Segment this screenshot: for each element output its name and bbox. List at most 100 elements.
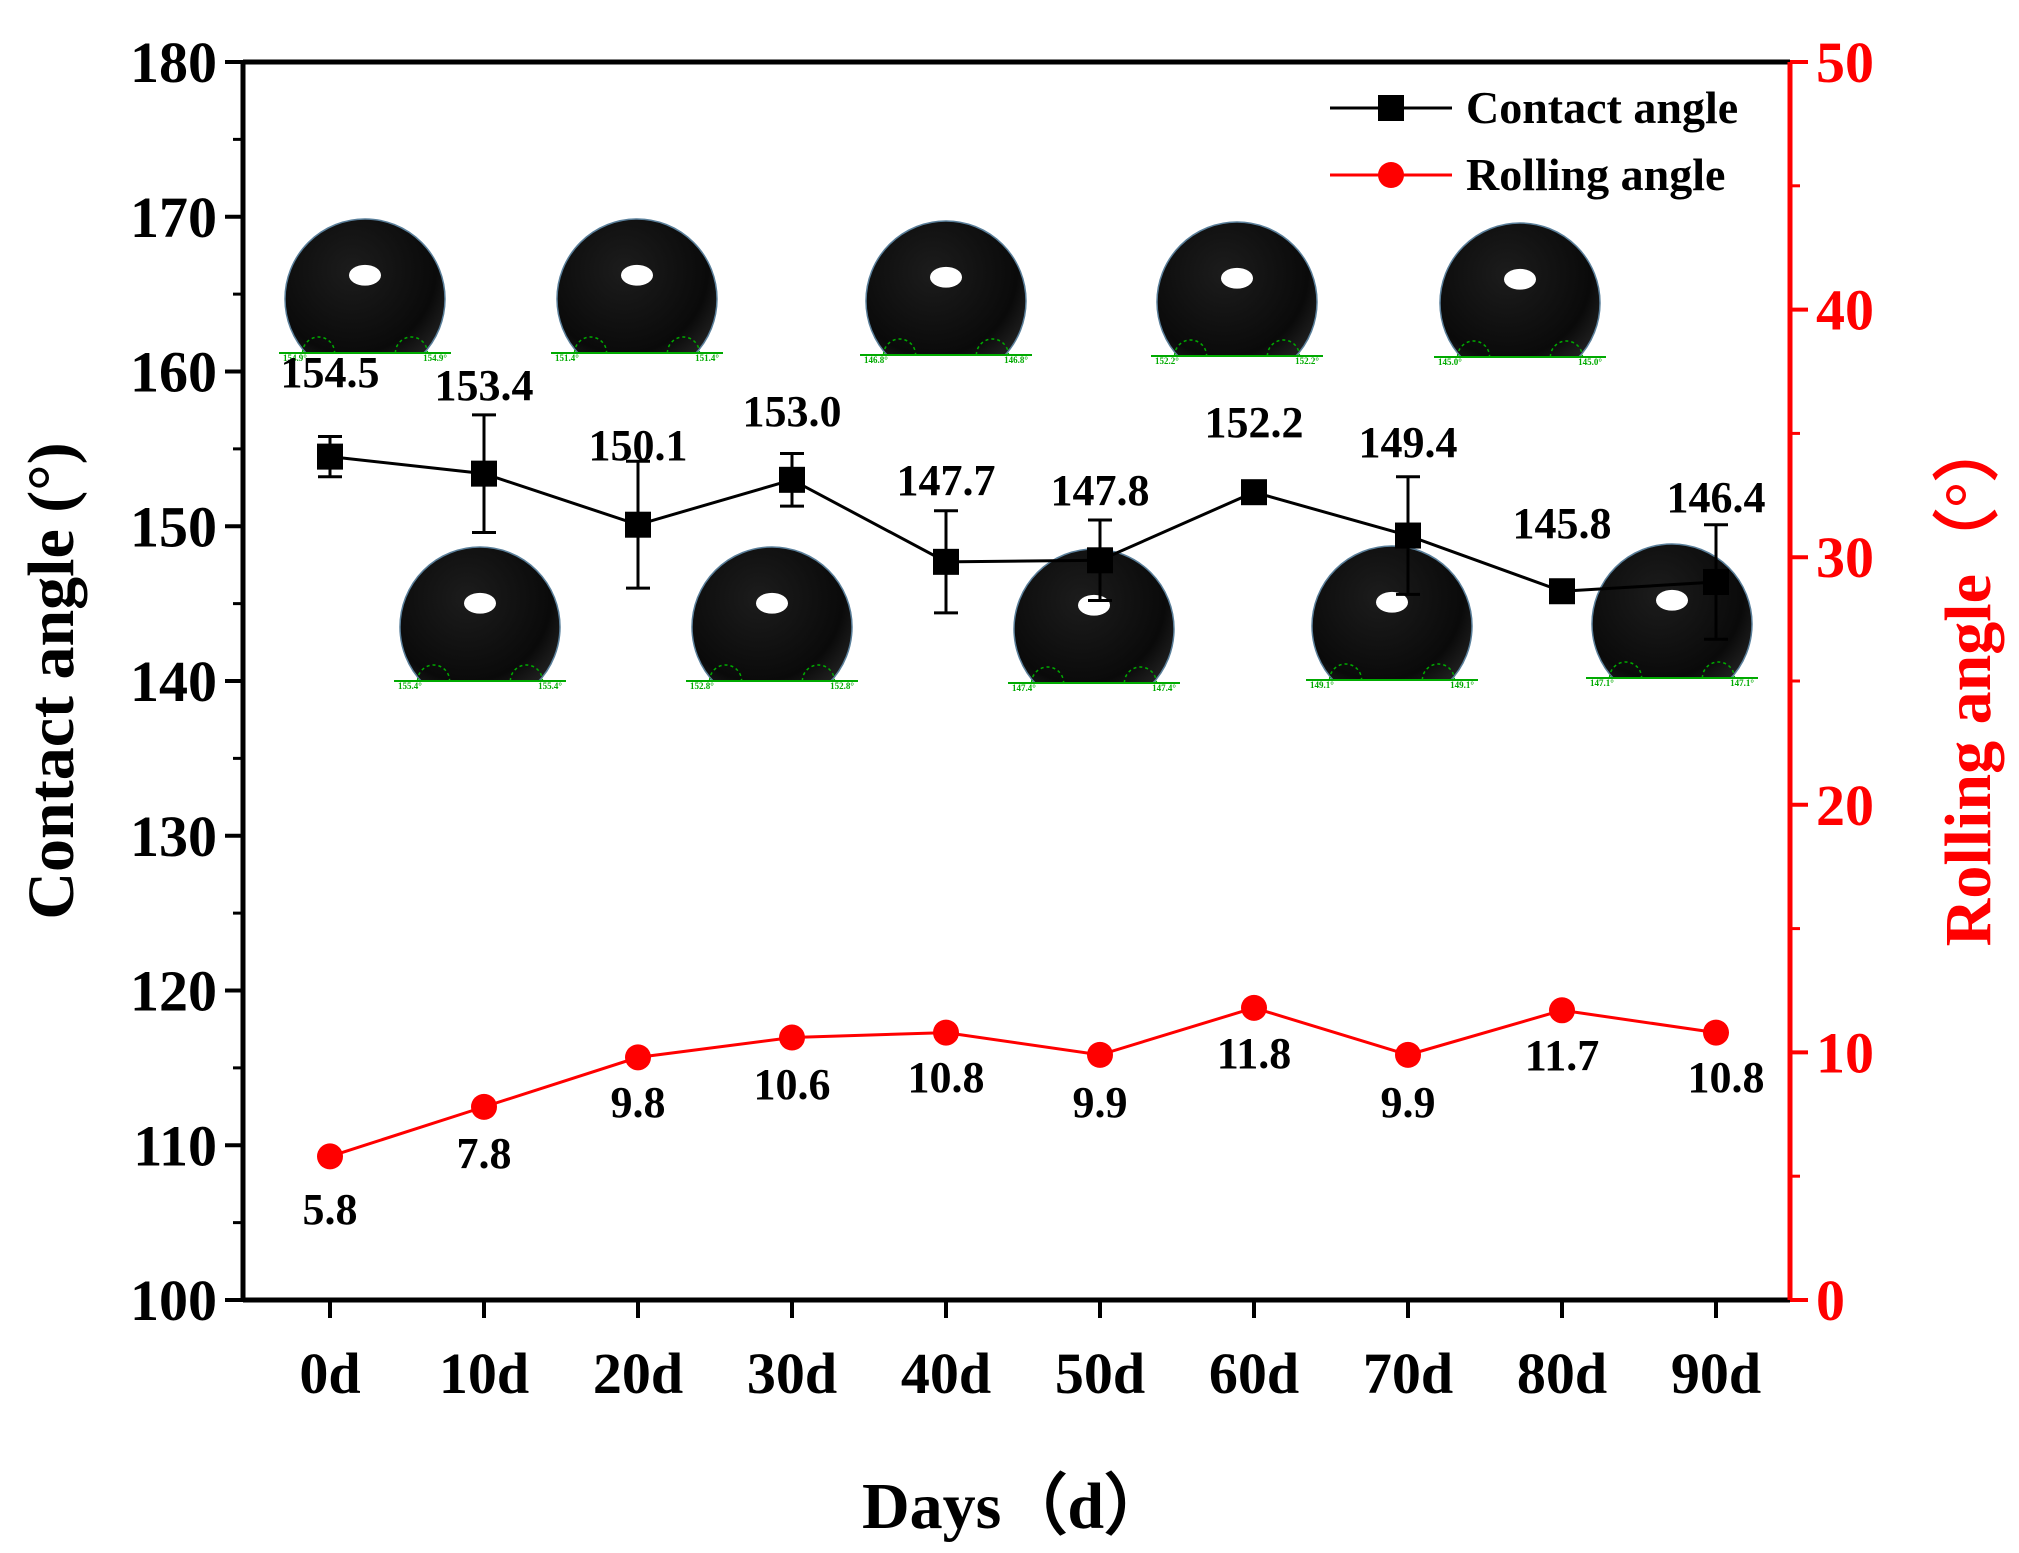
contact-arc-left [1030, 666, 1065, 684]
legend-contact-angle-marker [1378, 95, 1404, 121]
droplet-highlight [1376, 591, 1408, 613]
x-axis-title: Days（d） [862, 1469, 1170, 1543]
droplet-highlight [1221, 267, 1253, 289]
inset-angle-label-right: 152.2° [1295, 356, 1319, 366]
droplet-highlight [1078, 594, 1110, 616]
inset-angle-label-left: 154.9° [283, 353, 307, 363]
inset-angle-label-right: 145.0° [1578, 357, 1602, 367]
contact-arc-left [1456, 340, 1491, 358]
inset-angle-label-left: 155.4° [398, 681, 422, 691]
rolling-angle-value-label: 5.8 [303, 1185, 358, 1234]
inset-angle-label-left: 152.8° [690, 681, 714, 691]
droplet-highlight [621, 264, 653, 286]
inset-angle-label-right: 147.4° [1152, 683, 1176, 693]
contact-arc-left [301, 336, 336, 354]
inset-angle-label-right: 147.1° [1730, 678, 1754, 688]
contact-arc-left [882, 338, 917, 356]
contact-angle-value-label: 147.7 [897, 456, 996, 505]
contact-angle-point [1087, 547, 1113, 574]
droplet-substrate-mask [1157, 356, 1317, 516]
contact-angle-value-label: 153.0 [743, 387, 842, 436]
y-tick-label-right: 10 [1816, 1020, 1874, 1085]
y-tick-label-right: 30 [1816, 525, 1874, 590]
contact-arc-left [1173, 339, 1208, 357]
contact-angle-point [471, 460, 497, 487]
inset-angle-label-left: 145.0° [1438, 357, 1462, 367]
contact-arc-right [975, 338, 1010, 356]
droplet-highlight [464, 592, 496, 614]
y-axis-title-right: Rolling angle（°） [1931, 416, 2005, 947]
rolling-angle-point [779, 1024, 805, 1051]
droplet-inset-bottom: 149.1° 149.1° [1306, 545, 1478, 840]
droplet-inset-top: 152.2° 152.2° [1151, 221, 1323, 516]
x-tick-label: 70d [1363, 1341, 1453, 1406]
droplet-inset-top: 145.0° 145.0° [1434, 222, 1606, 517]
rolling-angle-value-label: 9.8 [611, 1078, 666, 1127]
contact-arc-left [1328, 663, 1363, 681]
inset-angle-label-right: 146.8° [1004, 355, 1028, 365]
inset-angle-label-left: 147.1° [1590, 678, 1614, 688]
rolling-angle-line [329, 1006, 1717, 1158]
contact-arc-right [666, 336, 701, 354]
droplet-substrate-mask [866, 355, 1026, 515]
contact-angle-value-label: 149.4 [1359, 418, 1458, 467]
contact-arc-right [509, 664, 544, 682]
x-tick-label: 80d [1517, 1341, 1607, 1406]
contact-arc-right [1701, 661, 1736, 679]
contact-angle-point [1395, 522, 1421, 549]
contact-angle-value-label: 153.4 [435, 361, 534, 410]
legend: Contact angle Rolling angle [1330, 82, 1738, 200]
inset-angle-label-left: 152.2° [1155, 356, 1179, 366]
contact-angle-value-label: 145.8 [1513, 499, 1612, 548]
droplet-substrate-mask [285, 353, 445, 513]
contact-arc-left [416, 664, 451, 682]
x-tick-label: 40d [901, 1341, 991, 1406]
rolling-angle-point [1395, 1041, 1421, 1068]
contact-arc-right [1421, 663, 1456, 681]
contact-arc-left [573, 336, 608, 354]
rolling-angle-point [1703, 1019, 1729, 1046]
y-tick-label-left: 170 [130, 185, 217, 250]
contact-angle-line [329, 455, 1717, 593]
droplet-inset-top: 154.9° 154.9° [279, 218, 451, 513]
rolling-angle-value-label: 10.6 [754, 1060, 831, 1109]
rolling-angle-point [1241, 994, 1267, 1021]
droplet-inset-top: 151.4° 151.4° [551, 218, 723, 513]
y-tick-label-left: 110 [133, 1113, 217, 1178]
droplet-inset-top: 146.8° 146.8° [860, 220, 1032, 515]
inset-angle-label-right: 149.1° [1450, 680, 1474, 690]
rolling-angle-point [317, 1143, 343, 1170]
contact-arc-right [801, 664, 836, 682]
droplet-highlight [1656, 589, 1688, 611]
y-tick-label-right: 40 [1816, 278, 1874, 343]
rolling-angle-value-label: 11.8 [1217, 1029, 1292, 1078]
contact-angle-point [933, 548, 959, 575]
contact-arc-left [708, 664, 743, 682]
y-tick-label-left: 120 [130, 959, 217, 1024]
droplet-highlight [756, 592, 788, 614]
rolling-angle-value-label: 7.8 [457, 1129, 512, 1178]
y-tick-label-left: 100 [130, 1268, 217, 1333]
x-tick-label: 30d [747, 1341, 837, 1406]
x-tick-label: 60d [1209, 1341, 1299, 1406]
inset-angle-label-right: 154.9° [423, 353, 447, 363]
contact-angle-point [1549, 578, 1575, 605]
x-tick-label: 0d [299, 1341, 360, 1406]
droplet-inset-bottom: 147.4° 147.4° [1008, 548, 1180, 843]
series [317, 413, 1729, 1170]
contact-angle-point [625, 511, 651, 538]
y-tick-label-left: 180 [130, 30, 217, 95]
y-tick-label-right: 0 [1816, 1268, 1845, 1333]
droplet-substrate-mask [400, 681, 560, 841]
inset-angle-label-right: 152.8° [830, 681, 854, 691]
droplet-substrate-mask [1440, 357, 1600, 517]
contact-arc-right [1266, 339, 1301, 357]
droplet-highlight [1504, 268, 1536, 290]
contact-angle-value-label: 147.8 [1051, 466, 1150, 515]
contact-arc-right [1549, 340, 1584, 358]
droplet-substrate-mask [1592, 678, 1752, 838]
contact-angle-point [779, 466, 805, 493]
contact-angle-value-label: 152.2 [1205, 398, 1304, 447]
rolling-angle-value-label: 10.8 [1688, 1053, 1765, 1102]
